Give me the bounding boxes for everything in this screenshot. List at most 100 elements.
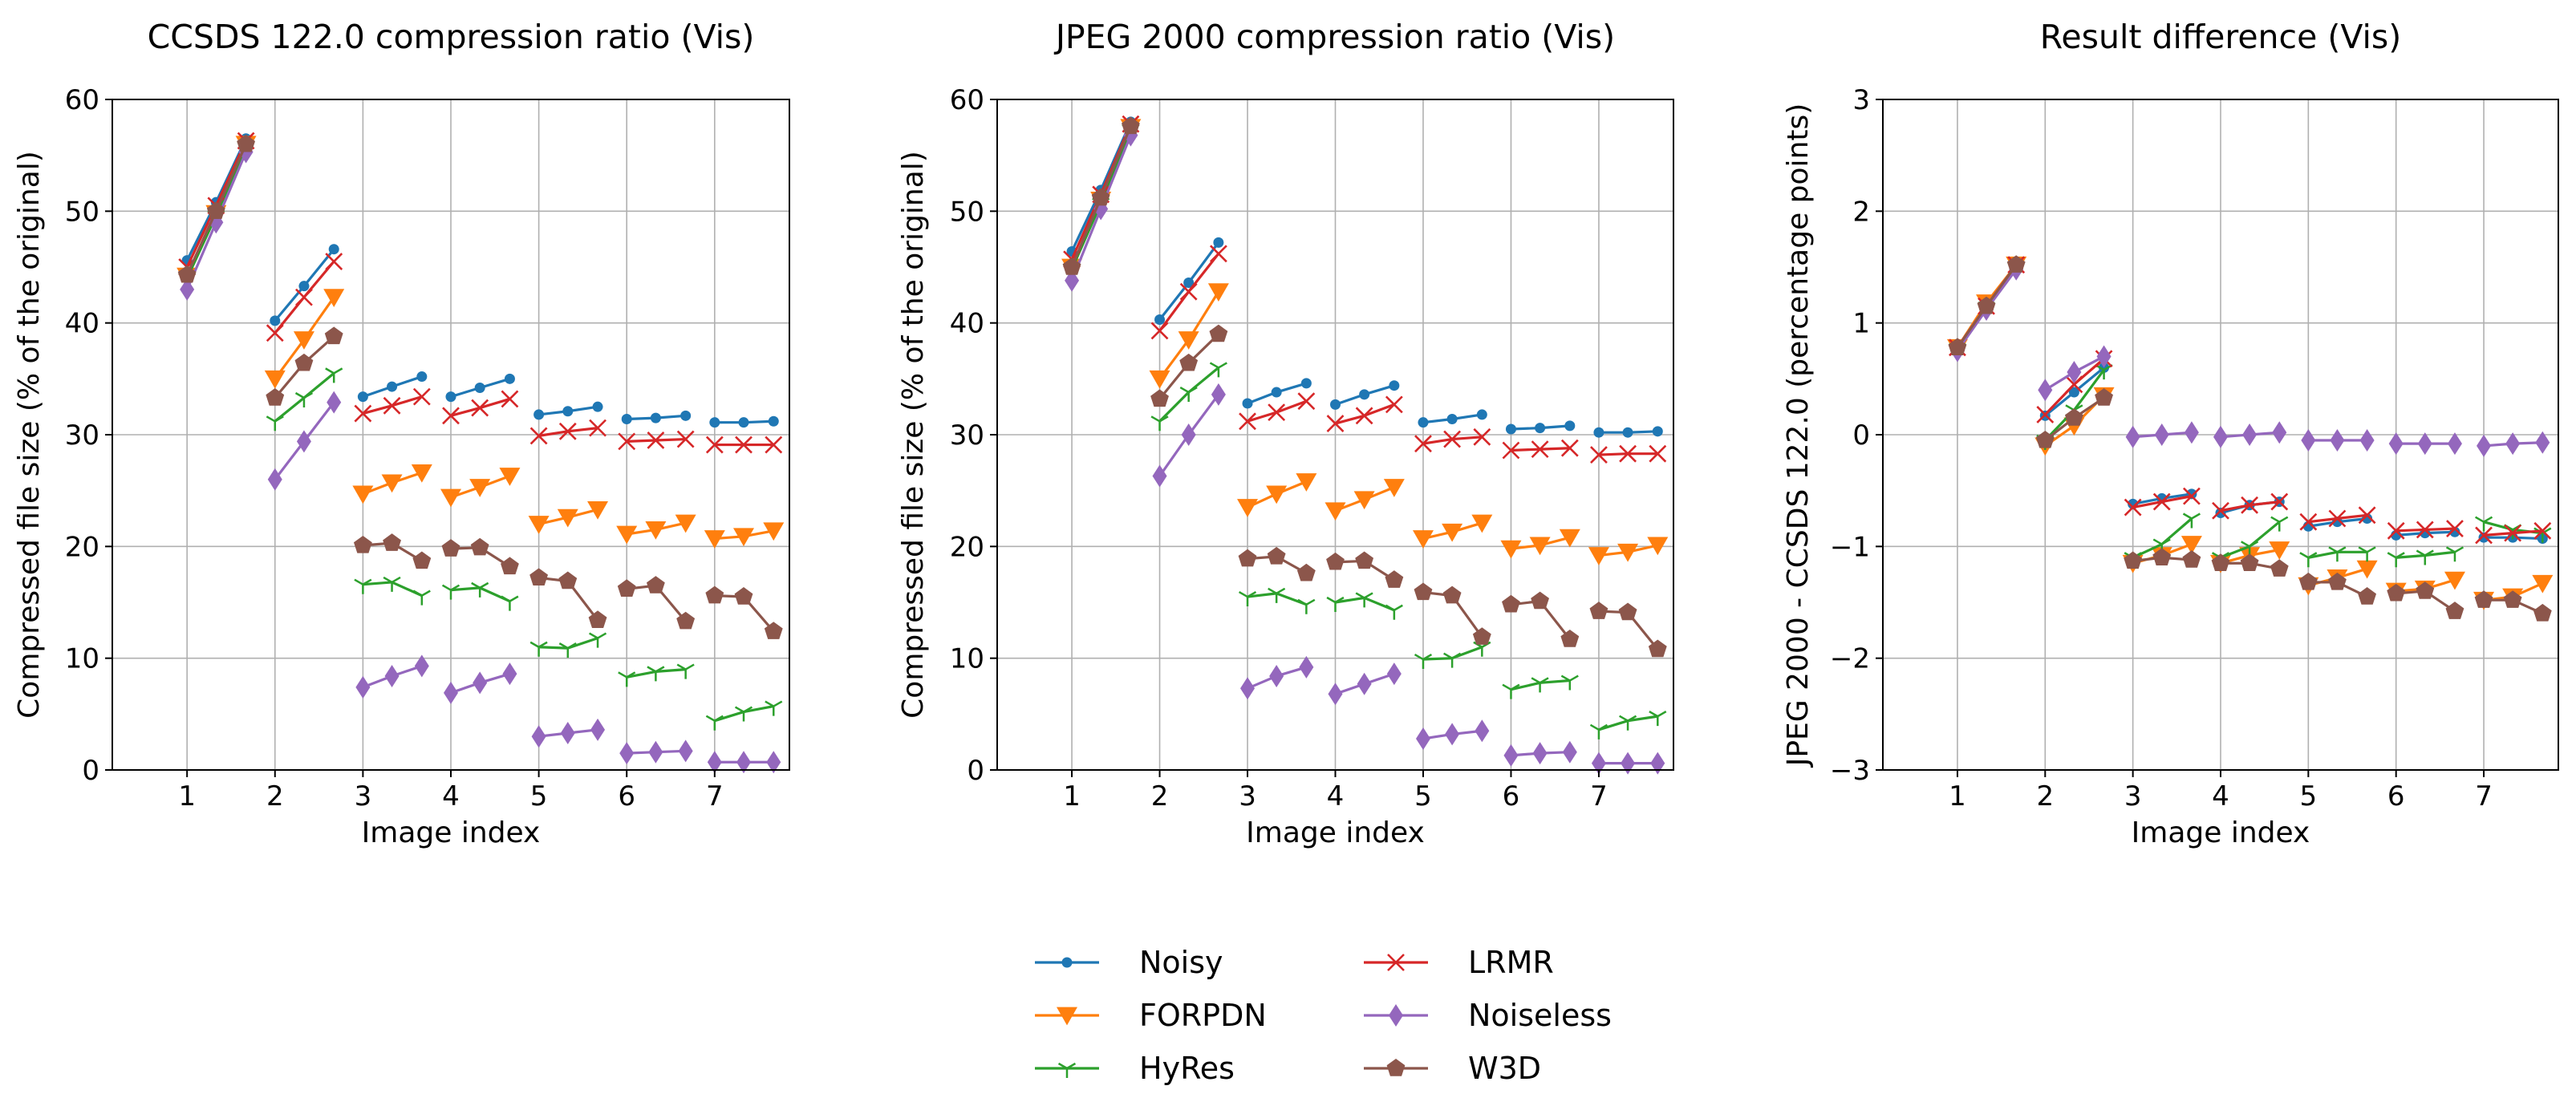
data-point xyxy=(1268,587,1286,603)
legend: Noisy FORPDN HyRes LRMR Noiseless W3D xyxy=(996,926,1648,1097)
data-point xyxy=(733,528,755,547)
series-line-segment xyxy=(538,637,598,650)
data-point xyxy=(617,579,636,597)
data-point xyxy=(2477,434,2492,457)
series-hyres xyxy=(178,140,783,731)
chart-1: 1 2 3 4 5 6 7 0 10 20 30 40 50 60 CCSDS 122.0 compress… xyxy=(13,18,790,849)
legend-marker xyxy=(1061,957,1073,968)
data-point xyxy=(1209,324,1228,342)
data-point xyxy=(1300,378,1312,389)
data-point xyxy=(766,751,781,774)
data-point xyxy=(2388,432,2404,456)
data-point xyxy=(1649,711,1667,727)
data-point xyxy=(264,370,286,389)
y-tick-label: 10 xyxy=(65,643,99,675)
data-point xyxy=(590,718,606,741)
data-point xyxy=(1359,389,1370,400)
data-point xyxy=(1211,383,1226,406)
data-point xyxy=(1296,563,1316,581)
data-point xyxy=(1242,398,1253,409)
data-point xyxy=(1412,530,1434,549)
data-point xyxy=(1150,322,1169,340)
data-point xyxy=(501,390,519,408)
data-point xyxy=(411,464,432,483)
data-point xyxy=(1183,278,1195,289)
data-point xyxy=(2154,423,2169,446)
data-point xyxy=(1330,399,1341,410)
data-point xyxy=(1590,446,1608,464)
legend-entry-noisy: Noisy xyxy=(1035,945,1223,980)
x-tick-label: 7 xyxy=(706,780,724,812)
y-tick-label: 20 xyxy=(65,531,99,563)
data-point xyxy=(2416,581,2435,599)
series-noisy xyxy=(181,133,779,428)
y-tick-label: 0 xyxy=(1852,419,1870,452)
chart-title: Result difference (Vis) xyxy=(2040,18,2401,56)
data-point xyxy=(1564,420,1576,432)
x-tick-label: 7 xyxy=(2475,780,2493,812)
y-tick-label: 40 xyxy=(950,308,984,340)
data-point xyxy=(354,578,372,594)
data-point xyxy=(355,675,371,699)
data-point xyxy=(2505,432,2521,456)
legend-label: W3D xyxy=(1468,1051,1541,1086)
data-point xyxy=(1268,403,1286,422)
x-axis-label: Image index xyxy=(2132,816,2310,849)
data-point xyxy=(412,551,432,569)
data-point xyxy=(621,413,632,424)
data-point xyxy=(592,401,603,412)
data-point xyxy=(1237,499,1259,517)
data-point xyxy=(384,664,400,687)
data-point xyxy=(1531,677,1549,693)
data-point xyxy=(2272,421,2287,444)
data-point xyxy=(531,725,546,748)
data-point xyxy=(442,407,460,425)
x-tick-label: 6 xyxy=(618,780,635,812)
data-point xyxy=(2064,408,2083,426)
y-tick-label: 60 xyxy=(950,84,984,116)
data-point xyxy=(1591,752,1606,775)
legend-label: Noisy xyxy=(1139,945,1223,980)
y-tick-label: 20 xyxy=(950,531,984,563)
series-forpdn xyxy=(1061,119,1669,565)
y-tick-label: 60 xyxy=(65,84,99,116)
data-point xyxy=(353,535,372,553)
data-point xyxy=(2212,501,2229,520)
data-point xyxy=(1471,514,1493,533)
y-tick-label: 50 xyxy=(65,196,99,228)
data-point xyxy=(2301,428,2316,452)
data-point xyxy=(709,417,720,428)
data-point xyxy=(1239,412,1256,431)
y-tick-label: 30 xyxy=(65,419,99,452)
data-point xyxy=(619,742,635,765)
data-point xyxy=(1442,523,1463,542)
x-tick-label: 3 xyxy=(2124,780,2142,812)
data-point xyxy=(1178,331,1199,350)
data-point xyxy=(1415,727,1430,750)
series-lrmr xyxy=(1063,115,1667,464)
chart-2: 1 2 3 4 5 6 7 0 10 20 30 40 50 60 JPEG 2000 compressio… xyxy=(897,18,1674,849)
data-point xyxy=(1617,543,1639,562)
data-point xyxy=(471,399,489,417)
data-point xyxy=(296,430,311,453)
data-point xyxy=(1442,585,1462,604)
data-point xyxy=(1297,598,1316,614)
data-point xyxy=(177,265,197,283)
data-point xyxy=(1297,392,1316,411)
data-point xyxy=(2006,255,2026,273)
data-point xyxy=(1091,188,1110,206)
data-point xyxy=(1299,655,1314,679)
data-point xyxy=(764,622,783,639)
data-point xyxy=(470,537,489,556)
data-point xyxy=(1443,430,1462,448)
data-point xyxy=(2330,428,2345,452)
data-point xyxy=(444,681,458,704)
data-point xyxy=(650,412,661,423)
data-point xyxy=(1414,653,1433,670)
x-tick-label: 6 xyxy=(1503,780,1520,812)
data-point xyxy=(1560,439,1579,457)
data-point xyxy=(1502,594,1520,613)
data-point xyxy=(416,371,428,383)
data-point xyxy=(2358,546,2376,562)
data-point xyxy=(557,508,578,528)
